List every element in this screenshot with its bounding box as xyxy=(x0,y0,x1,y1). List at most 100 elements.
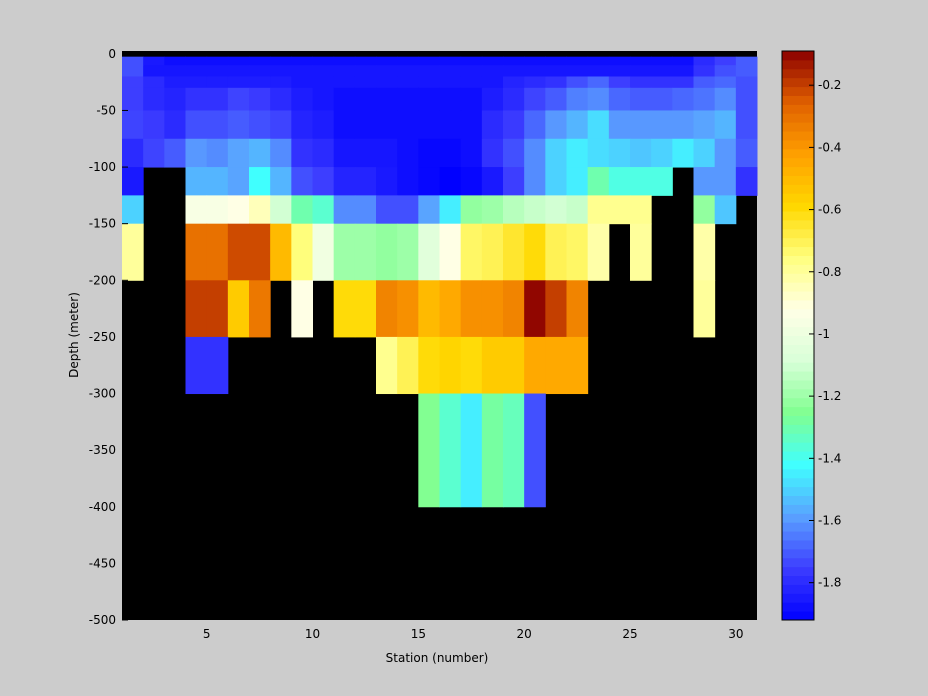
heatmap-cell xyxy=(566,167,589,196)
colorbar-tick-label: -0.6 xyxy=(818,203,841,217)
heatmap-cell xyxy=(249,87,271,111)
heatmap-cell xyxy=(164,138,186,168)
heatmap-cell xyxy=(227,138,250,168)
colorbar-swatch xyxy=(782,397,814,408)
heatmap-cell xyxy=(481,336,504,395)
colorbar-swatch xyxy=(782,237,814,248)
y-tick-label: 0 xyxy=(108,47,116,61)
colorbar-tick-label: -0.4 xyxy=(818,140,841,154)
heatmap-cell xyxy=(418,167,440,196)
heatmap-cell xyxy=(608,87,631,111)
heatmap-cell xyxy=(524,110,546,140)
heatmap-cell xyxy=(481,138,504,168)
heatmap-cell xyxy=(312,65,335,77)
heatmap-cell xyxy=(122,223,144,281)
heatmap-cell xyxy=(312,76,335,89)
heatmap-cell xyxy=(418,56,440,66)
heatmap-cell xyxy=(376,76,398,89)
heatmap-cell xyxy=(185,65,208,77)
heatmap-cell xyxy=(291,167,313,196)
heatmap-cell xyxy=(333,223,356,281)
heatmap-cell xyxy=(333,76,356,89)
colorbar-frame xyxy=(781,50,815,621)
colorbar-swatch xyxy=(782,371,814,381)
heatmap-cell xyxy=(481,393,504,508)
colorbar-swatch xyxy=(782,104,814,114)
heatmap-cell xyxy=(439,195,462,225)
heatmap-cell xyxy=(291,223,313,281)
colorbar-swatch xyxy=(782,593,814,603)
colorbar-swatch xyxy=(782,211,814,221)
heatmap-cell xyxy=(397,223,419,281)
heatmap-cell xyxy=(291,87,313,111)
heatmap-cell xyxy=(503,167,525,196)
heatmap-cell xyxy=(460,110,483,140)
colorbar-swatch xyxy=(782,193,814,203)
colorbar-swatch xyxy=(782,184,814,194)
heatmap-cell xyxy=(376,195,398,225)
heatmap-cell xyxy=(376,138,398,168)
heatmap-cell xyxy=(143,138,165,168)
heatmap-cell xyxy=(587,195,610,225)
heatmap-cell xyxy=(735,65,758,77)
colorbar-swatch xyxy=(782,548,814,559)
heatmap-cell xyxy=(270,76,292,89)
heatmap-cell xyxy=(608,167,631,196)
heatmap-cell xyxy=(503,110,525,140)
heatmap-cell xyxy=(249,76,271,89)
colorbar-swatch xyxy=(782,255,814,265)
heatmap-cell xyxy=(249,56,271,66)
colorbar-swatch xyxy=(782,611,814,621)
heatmap-cell xyxy=(651,76,673,89)
heatmap-cell xyxy=(481,76,504,89)
heatmap-cell xyxy=(164,110,186,140)
heatmap-cell xyxy=(439,280,462,338)
heatmap-cell xyxy=(270,167,292,196)
heatmap-cell xyxy=(651,87,673,111)
heatmap-cell xyxy=(354,223,377,281)
heatmap-cell xyxy=(270,65,292,77)
heatmap-cell xyxy=(185,195,208,225)
colorbar-swatch xyxy=(782,175,814,185)
heatmap-cell xyxy=(672,76,694,89)
heatmap-cell xyxy=(206,280,229,338)
heatmap-cell xyxy=(566,65,589,77)
heatmap-cell xyxy=(524,138,546,168)
heatmap-cell xyxy=(735,87,758,111)
colorbar-tick-label: -1.8 xyxy=(818,576,841,590)
heatmap-cell xyxy=(630,223,652,281)
heatmap-cell xyxy=(227,195,250,225)
heatmap-cell xyxy=(566,87,589,111)
colorbar-swatch xyxy=(782,131,814,141)
heatmap-cell xyxy=(185,280,208,338)
heatmap-cell xyxy=(354,280,377,338)
heatmap-cell xyxy=(418,76,440,89)
heatmap-cell xyxy=(439,87,462,111)
heatmap-cell xyxy=(693,138,716,168)
heatmap-cell xyxy=(206,167,229,196)
heatmap-cell xyxy=(376,110,398,140)
colorbar-swatch xyxy=(782,415,814,425)
heatmap-cell xyxy=(630,87,652,111)
colorbar-swatch xyxy=(782,362,814,372)
heatmap-cell xyxy=(503,138,525,168)
heatmap-cell xyxy=(503,393,525,508)
heatmap-cell xyxy=(503,76,525,89)
heatmap-cell xyxy=(143,87,165,111)
heatmap-cell xyxy=(164,76,186,89)
heatmap-cell xyxy=(249,223,271,281)
heatmap-cell xyxy=(460,336,483,395)
heatmap-cell xyxy=(587,138,610,168)
heatmap-cell xyxy=(206,56,229,66)
heatmap-cell xyxy=(249,110,271,140)
heatmap-cell xyxy=(481,195,504,225)
heatmap-cell xyxy=(354,110,377,140)
heatmap-cell xyxy=(249,65,271,77)
heatmap-cell xyxy=(397,167,419,196)
heatmap-cell xyxy=(270,56,292,66)
heatmap-cell xyxy=(566,138,589,168)
heatmap-cell xyxy=(608,65,631,77)
heatmap-cell xyxy=(524,393,546,508)
heatmap-cell xyxy=(672,65,694,77)
heatmap-cell xyxy=(630,76,652,89)
